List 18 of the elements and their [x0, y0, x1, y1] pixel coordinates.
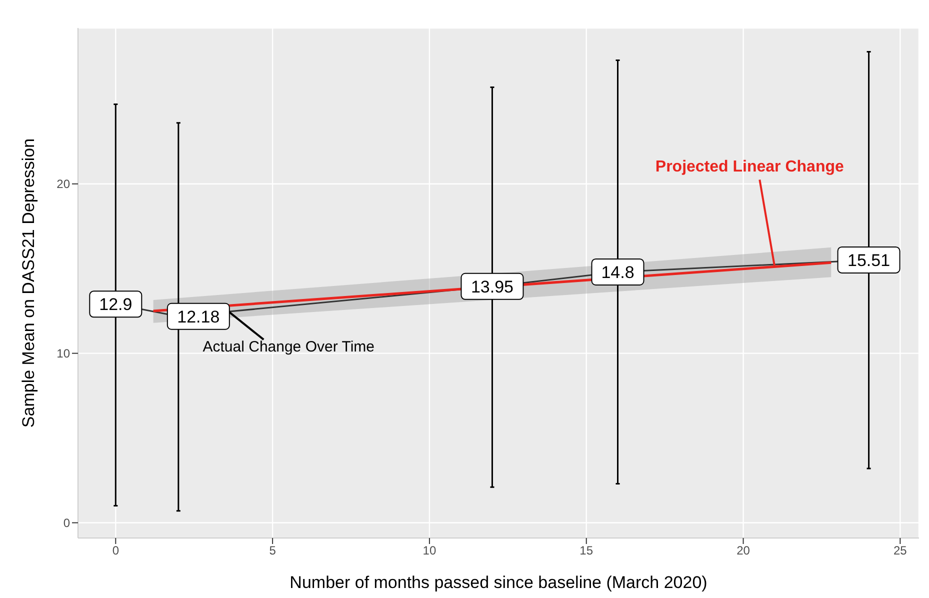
x-tick-label: 20	[736, 544, 750, 558]
series-label: Actual Change Over Time	[202, 338, 374, 356]
text: Projected Linear Change	[655, 158, 844, 176]
y-tick-label: 20	[56, 177, 70, 192]
x-tick-label: 10	[422, 544, 436, 558]
x-tick-label: 25	[893, 544, 908, 558]
x-tick-label: 0	[112, 544, 120, 558]
data-label: 12.18	[177, 307, 220, 326]
data-label: 14.8	[601, 262, 634, 282]
x-tick-label: 15	[580, 544, 594, 558]
y-tick-label: 0	[63, 516, 70, 530]
y-tick-label: 10	[56, 346, 70, 361]
data-label: 12.9	[99, 295, 132, 314]
data-label: 15.51	[848, 250, 890, 270]
x-axis-title: Number of months passed since baseline (March 2020)	[290, 573, 708, 592]
data-label: 13.95	[470, 277, 514, 296]
y-axis-title: Sample Mean on DASS21 Depression	[19, 138, 38, 428]
x-tick-label: 5	[269, 544, 276, 558]
